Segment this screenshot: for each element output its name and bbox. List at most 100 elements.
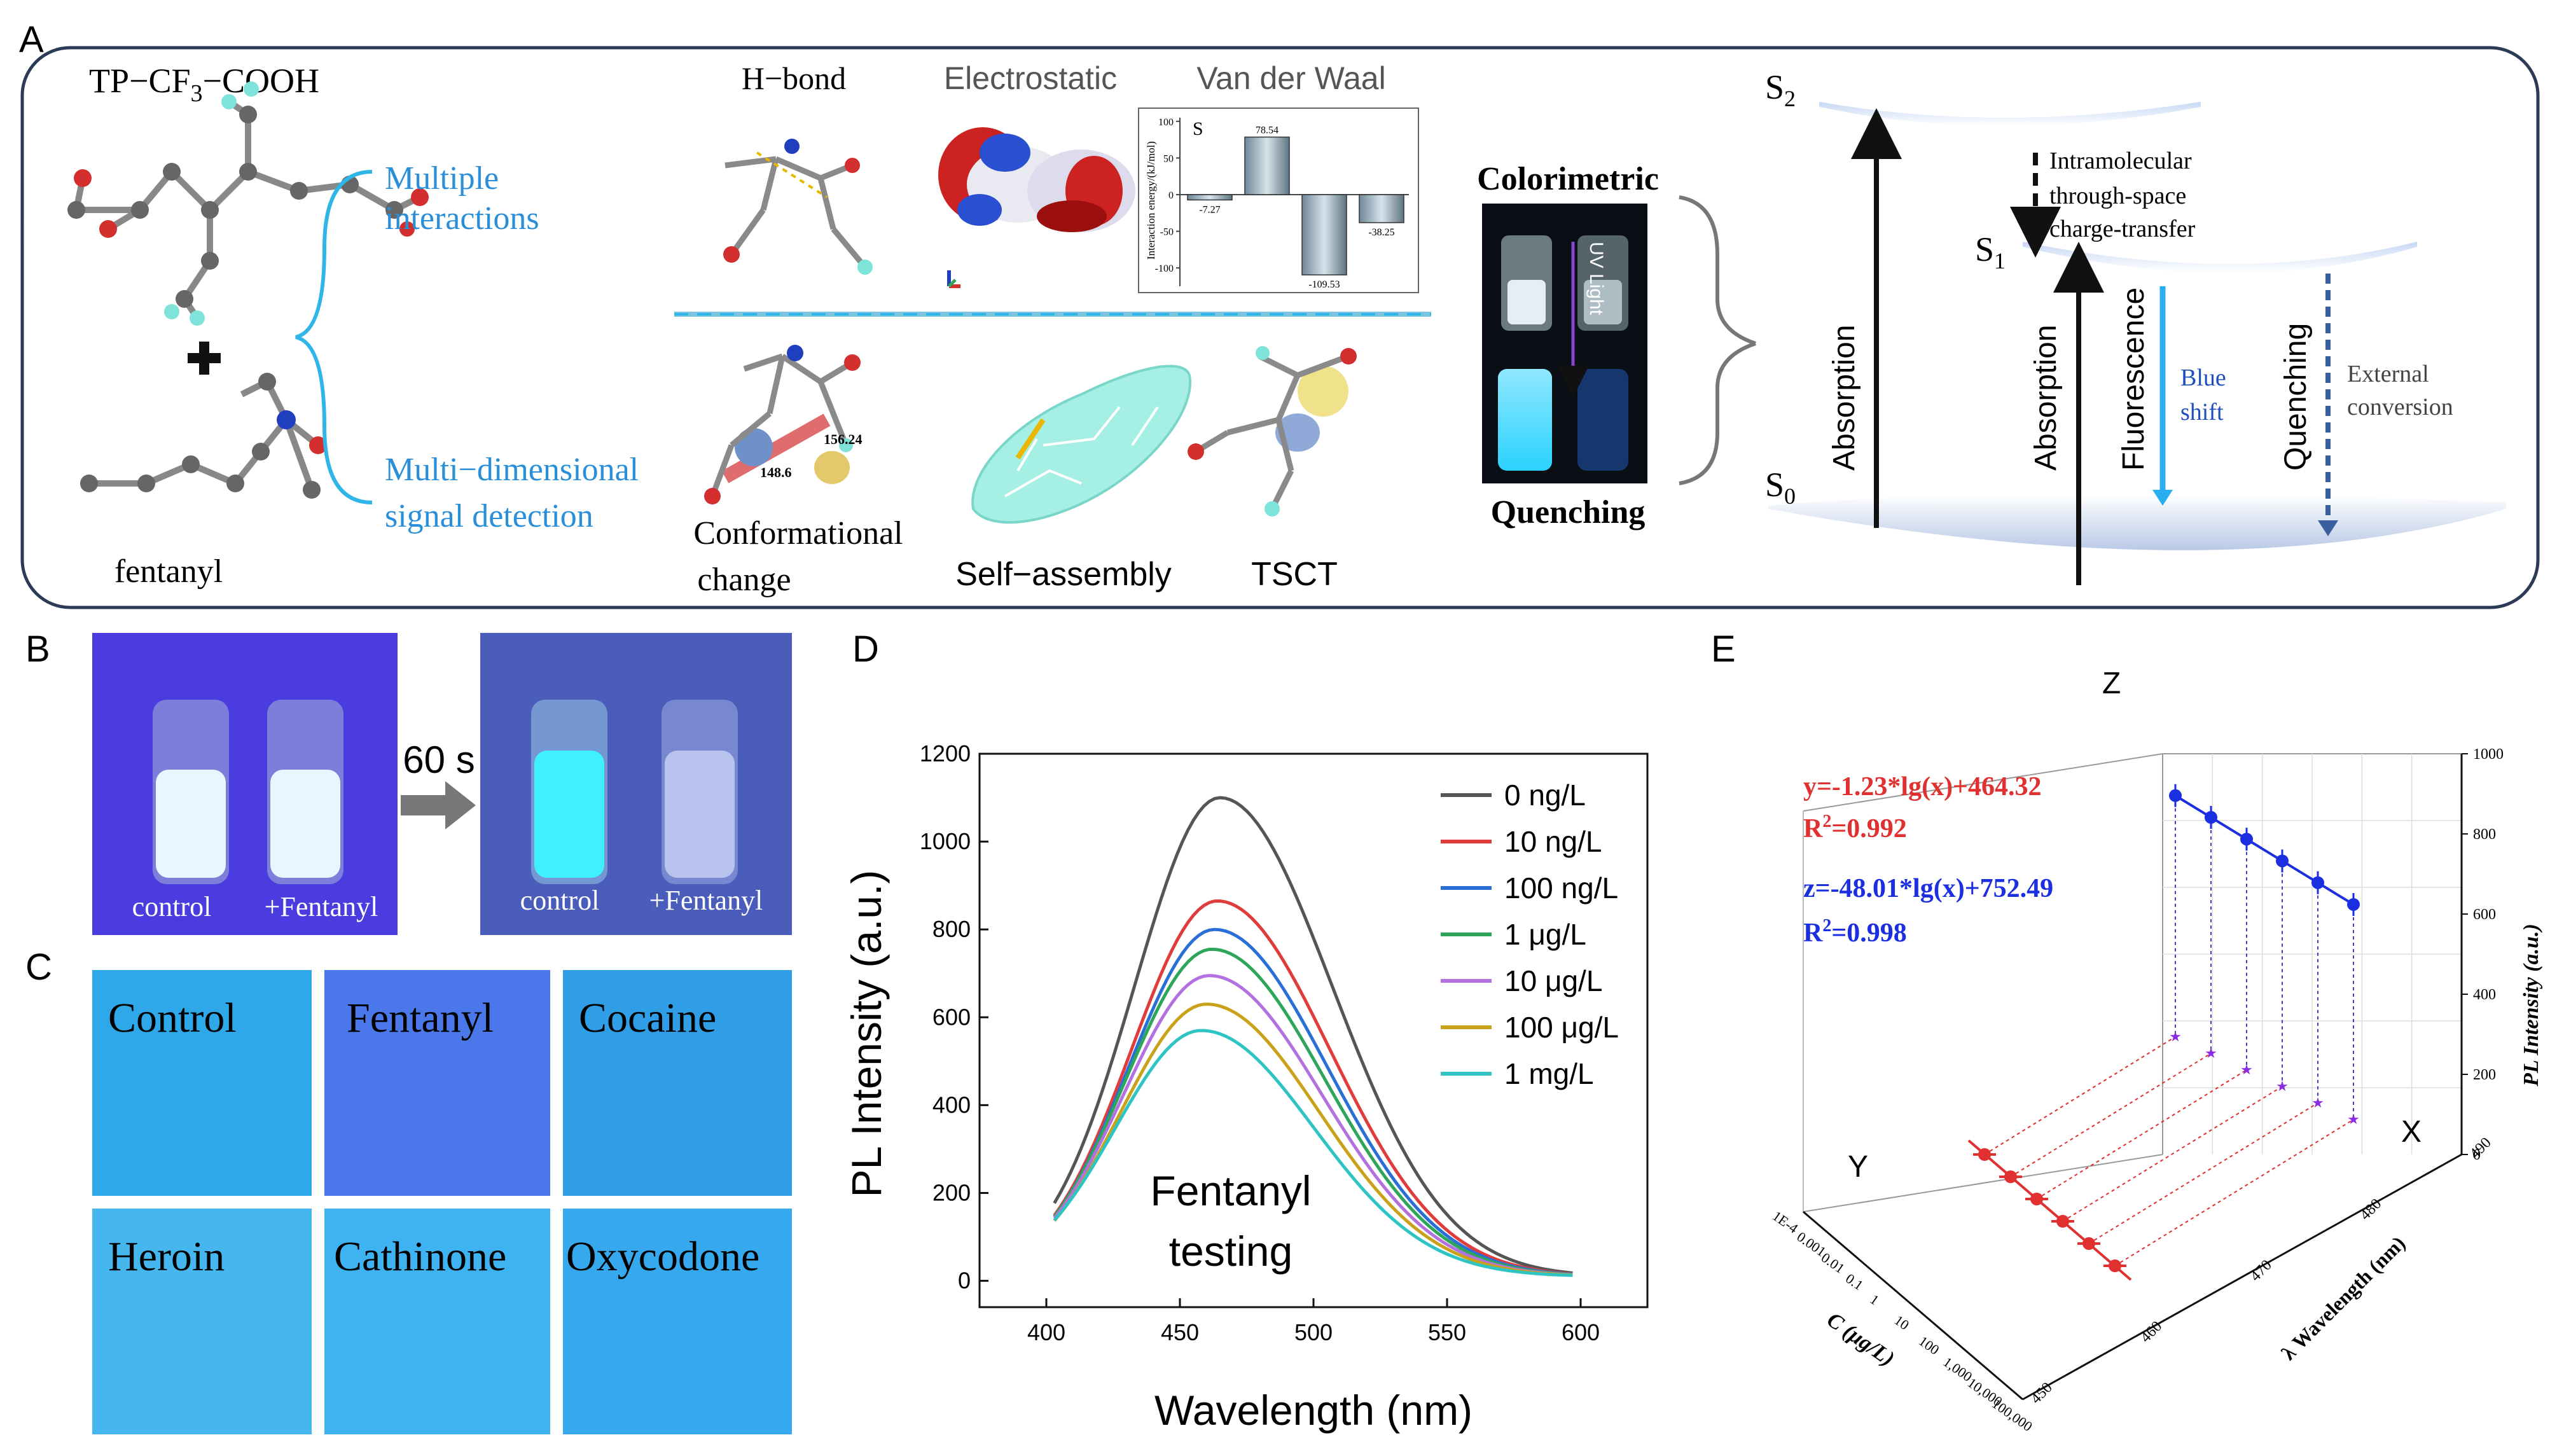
conformational-molecule [704, 345, 861, 504]
pl-legend-label: 10 ng/L [1504, 825, 1602, 858]
star-marker: ★ [2205, 1045, 2217, 1061]
eq2-r2: R2=0.998 [1803, 916, 1907, 948]
self-assembly-label: Self−assembly [955, 556, 1172, 593]
panel-c-cell-2 [324, 970, 550, 1196]
box-edge [1803, 753, 2163, 812]
pl-x-tick-label: 400 [1027, 1319, 1065, 1345]
box-edge [1803, 1154, 2163, 1212]
energy-tick-label: -100 [1155, 263, 1174, 274]
self-assembly-cracks [1004, 406, 1159, 497]
panel-c-label-1: Control [108, 995, 237, 1041]
s2-level [1819, 102, 2201, 126]
blue-shift-line1: Blue [2180, 364, 2226, 391]
hbond-molecule [724, 151, 868, 269]
length-label-2: 156.24 [824, 431, 863, 447]
photo-before [92, 633, 398, 935]
pl-x-tick-label: 600 [1562, 1319, 1600, 1345]
pl-series-line [1053, 1029, 1573, 1277]
pl-legend-label: 0 ng/L [1504, 779, 1586, 812]
red-projection [2036, 1069, 2247, 1200]
panel-c-cell-1 [92, 970, 312, 1196]
plus-icon [188, 342, 221, 375]
pl-x-tick-label: 500 [1294, 1319, 1333, 1345]
red-point [2004, 1170, 2017, 1183]
conformational-line2: change [697, 562, 791, 598]
panel-c-label-6: Oxycodone [566, 1233, 759, 1280]
panel-label-c: C [25, 946, 52, 988]
multiple-interactions-line2: interactions [385, 200, 539, 237]
c-tick-label: 0.1 [1843, 1270, 1866, 1293]
pl-ylabel: PL Intensity (a.u.) [843, 870, 890, 1198]
ict-line3: charge-transfer [2049, 216, 2196, 242]
pl-legend-label: 100 ng/L [1504, 871, 1618, 905]
left-brace [295, 170, 373, 504]
energy-bar-label: -7.27 [1199, 204, 1220, 215]
red-point [2109, 1259, 2121, 1272]
energy-chart: 100 50 0 -50 -100 -7.27 78.54 -109.53 -38.25 Inte… [1145, 117, 1409, 290]
c-tick-label: 1 [1867, 1291, 1881, 1308]
panel-c-label-2: Fentanyl [347, 995, 494, 1041]
red-projection [2088, 1102, 2318, 1244]
uv-light-label: UV Light [1586, 242, 1607, 315]
pl-legend-label: 1 μg/L [1504, 918, 1586, 951]
energy-tick-label: 100 [1158, 117, 1174, 128]
red-fit-line [1967, 1139, 2132, 1281]
energy-bar [1244, 136, 1290, 195]
c-axis [1803, 1210, 2023, 1401]
energy-bar-label: -38.25 [1368, 227, 1394, 238]
e-wavelength-label: λ Wavelength (nm) [2276, 1231, 2409, 1364]
c-tick-label: 100 [1916, 1333, 1942, 1357]
tsct-molecule [1188, 346, 1357, 517]
star-marker: ★ [2347, 1111, 2360, 1127]
axis-triad-icon [947, 270, 960, 288]
pl-series-line [1053, 974, 1573, 1277]
panel-label-b: B [25, 628, 50, 670]
tsct-label: TSCT [1251, 556, 1338, 593]
wavelength-axis [2022, 1153, 2462, 1401]
c-tick-label: 10 [1892, 1312, 1912, 1333]
red-point [2030, 1193, 2043, 1205]
fluorescence-label: Fluorescence [2117, 288, 2151, 471]
panel-label-a: A [19, 19, 44, 60]
blue-point [2311, 876, 2324, 889]
eq1: y=-1.23*lg(x)+464.32 [1803, 772, 2042, 801]
panel-label-e: E [1711, 628, 1736, 670]
s2-label: S2 [1765, 68, 1796, 111]
axis-letter-y: Y [1848, 1150, 1868, 1184]
pl-spectra-chart: 400 450 500 550 600 0 200 400 600 800 1000 1200 [920, 740, 1600, 1345]
star-marker: ★ [2169, 1029, 2182, 1044]
star-marker: ★ [2311, 1095, 2324, 1111]
multiple-interactions-line1: Multiple [385, 160, 499, 197]
red-projection [2010, 1053, 2212, 1177]
ict-line2: through-space [2049, 183, 2186, 209]
self-assembly-sheet [971, 364, 1192, 524]
vials-after [531, 700, 738, 884]
blue-fit-line [2174, 794, 2355, 906]
blue-point [2276, 854, 2289, 868]
energy-chart-corner: S [1193, 118, 1203, 139]
s1-level [2023, 242, 2417, 273]
multidim-line1: Multi−dimensional [385, 452, 639, 488]
tp-cf3-cooh-molecule [73, 99, 422, 320]
pl-legend: 0 ng/L 10 ng/L 100 ng/L 1 μg/L 10 μg/L 100 μg… [1441, 779, 1619, 1090]
panel-c-cell-5 [324, 1209, 550, 1434]
energy-tick-label: 50 [1163, 153, 1174, 164]
s0-label: S0 [1765, 466, 1796, 509]
blue-shift-line2: shift [2180, 399, 2224, 426]
c-tick-label: 1E-4 [1770, 1208, 1801, 1237]
vials-photo-content [1498, 235, 1628, 471]
panel-c-label-4: Heroin [108, 1233, 225, 1280]
tp-cf3-cooh-atoms [67, 81, 429, 326]
absorption-label-1: Absorption [1827, 325, 1861, 471]
pl-annotation-line2: testing [1169, 1228, 1292, 1275]
pl-legend-label: 10 μg/L [1504, 964, 1602, 997]
energy-tick-label: 0 [1168, 190, 1174, 201]
axis-letter-x: X [2401, 1115, 2422, 1149]
pl-y-tick-label: 0 [958, 1268, 971, 1294]
after-label-control: control [520, 885, 600, 916]
electrostatic-surface [938, 127, 1135, 232]
red-point [2082, 1237, 2095, 1250]
pl-series-line [1053, 796, 1573, 1275]
pl-y-tick-label: 400 [932, 1092, 971, 1118]
external-line1: External [2347, 361, 2429, 387]
